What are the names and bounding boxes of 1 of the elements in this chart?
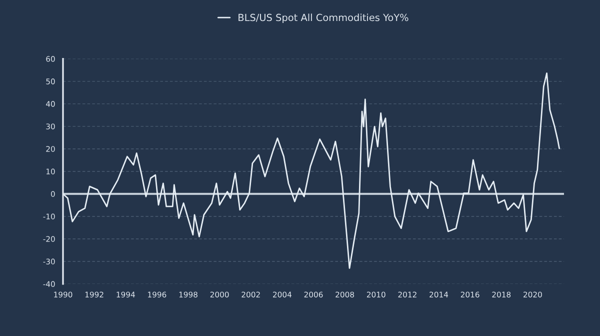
legend-label: BLS/US Spot All Commodities YoY% (238, 14, 408, 24)
